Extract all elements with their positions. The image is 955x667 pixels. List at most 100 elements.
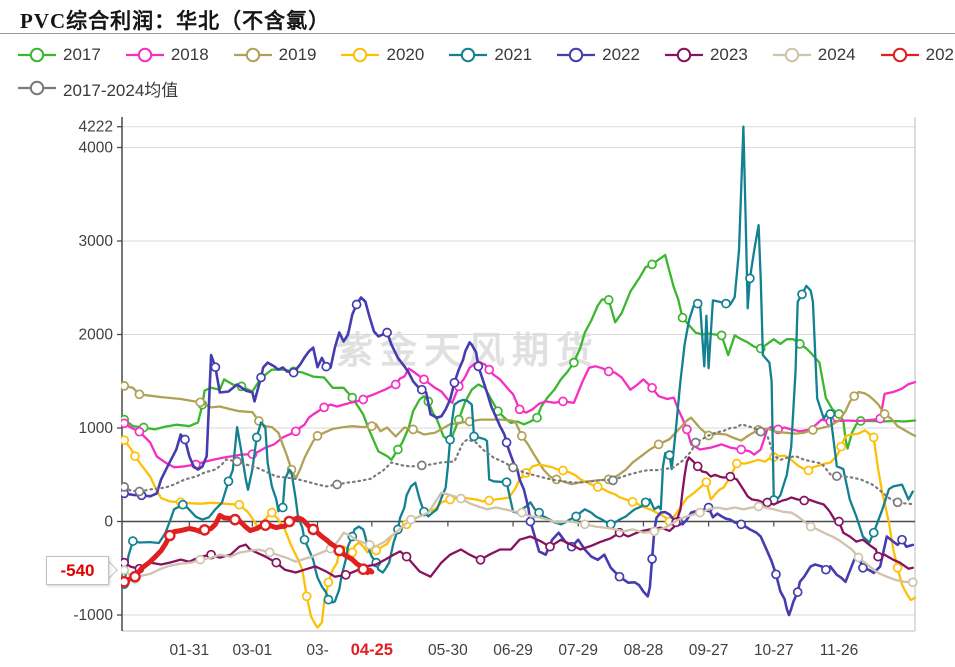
- legend-label: 2017-2024均值: [63, 80, 179, 100]
- y-axis-label: 2000: [79, 327, 114, 344]
- series-marker: [271, 557, 282, 568]
- series-marker: [469, 431, 479, 442]
- series-marker: [130, 451, 140, 461]
- series-marker: [259, 519, 272, 532]
- series-marker: [256, 372, 266, 383]
- series-marker: [290, 426, 301, 437]
- series-marker: [358, 394, 369, 405]
- series-marker: [695, 507, 705, 518]
- series-marker: [347, 547, 358, 558]
- series-marker: [501, 437, 512, 448]
- y-axis-label: -1000: [73, 607, 113, 624]
- x-axis-label-11-26: 11-26: [820, 642, 859, 659]
- series-marker: [792, 587, 803, 597]
- page-title: PVC综合利润：华北（不含氯）: [20, 9, 331, 33]
- latest-value-callout: -540: [46, 556, 109, 585]
- series-marker: [121, 381, 130, 391]
- series-marker: [701, 477, 712, 488]
- series-marker: [532, 412, 542, 423]
- series-marker: [755, 426, 766, 437]
- series-layer: [121, 125, 918, 629]
- series-marker: [277, 502, 288, 513]
- legend-row-1: 2017 2018 2019 2020 2021 2022 2023 2024 2025: [18, 42, 955, 68]
- series-marker: [569, 357, 579, 368]
- legend-item-2021[interactable]: 2021: [449, 45, 532, 65]
- series-marker: [484, 364, 495, 375]
- series-marker: [232, 456, 242, 467]
- series-2021: [121, 125, 914, 605]
- legend-item-2020[interactable]: 2020: [341, 45, 424, 65]
- series-marker: [805, 521, 816, 532]
- legend-label: 2023: [709, 45, 748, 64]
- series-marker: [603, 295, 614, 305]
- series-marker: [558, 396, 568, 407]
- legend-item-2024[interactable]: 2024: [772, 45, 856, 65]
- series-marker: [592, 482, 603, 492]
- x-axis-label-04-25: 04-25: [351, 641, 393, 659]
- legend-item-2019[interactable]: 2019: [233, 45, 316, 65]
- legend-label: 2017: [63, 45, 101, 64]
- series-marker: [301, 591, 312, 602]
- legend-label: 2020: [386, 45, 425, 64]
- series-marker: [803, 465, 814, 476]
- legend-line-circle-icon: [18, 47, 56, 63]
- legend-label: 2022: [602, 45, 640, 64]
- series-marker: [319, 402, 329, 413]
- series-marker: [534, 507, 544, 518]
- legend-line-circle-icon: [557, 47, 596, 63]
- legend-item-2017-2024均值[interactable]: 2017-2024均值: [18, 76, 178, 101]
- series-marker: [897, 534, 907, 545]
- series-marker: [134, 426, 145, 437]
- series-marker: [868, 527, 879, 538]
- series-marker: [299, 534, 310, 545]
- series-marker: [401, 551, 412, 562]
- legend-label: 2018: [170, 45, 209, 64]
- series-marker: [647, 382, 657, 393]
- series-2023: [121, 456, 914, 580]
- series-marker: [340, 569, 351, 580]
- series-marker: [647, 554, 657, 564]
- series-marker: [825, 409, 836, 419]
- series-marker: [868, 432, 879, 443]
- series-marker: [332, 479, 342, 490]
- legend-item-2018[interactable]: 2018: [125, 45, 209, 65]
- series-marker: [264, 547, 275, 558]
- series-marker: [177, 499, 188, 510]
- x-axis-label-09-27: 09-27: [689, 642, 729, 659]
- legend-line-circle-icon: [233, 47, 272, 63]
- y-axis-label: 4000: [79, 140, 114, 157]
- y-axis-label: 0: [104, 514, 113, 531]
- series-marker: [692, 298, 703, 309]
- series-marker: [406, 514, 416, 525]
- series-marker: [323, 594, 334, 605]
- legend-item-2022[interactable]: 2022: [557, 45, 640, 65]
- series-marker: [716, 330, 727, 341]
- series-marker: [614, 571, 625, 582]
- legend-label: 2025: [925, 45, 955, 64]
- series-marker: [831, 471, 842, 482]
- series-marker: [129, 570, 141, 583]
- legend-item-2023[interactable]: 2023: [664, 45, 748, 65]
- series-2024: [121, 491, 918, 588]
- series-marker: [195, 397, 206, 408]
- legend-item-2025[interactable]: 2025: [880, 45, 955, 65]
- series-marker: [351, 299, 362, 310]
- legend-item-2017[interactable]: 2017: [18, 45, 101, 65]
- series-marker: [364, 540, 375, 550]
- series-marker: [745, 273, 755, 284]
- series-marker: [251, 432, 262, 443]
- series-marker: [229, 513, 241, 526]
- series-marker: [180, 434, 190, 445]
- x-axis-label-05-30: 05-30: [428, 642, 468, 659]
- series-marker: [579, 519, 590, 530]
- series-marker: [721, 298, 731, 309]
- series-marker: [808, 425, 818, 435]
- series-marker: [321, 361, 332, 372]
- y-axis-label: 1000: [79, 420, 114, 437]
- series-marker: [649, 526, 660, 537]
- series-marker: [128, 536, 138, 546]
- series-marker: [357, 563, 370, 576]
- title-divider: [0, 33, 955, 34]
